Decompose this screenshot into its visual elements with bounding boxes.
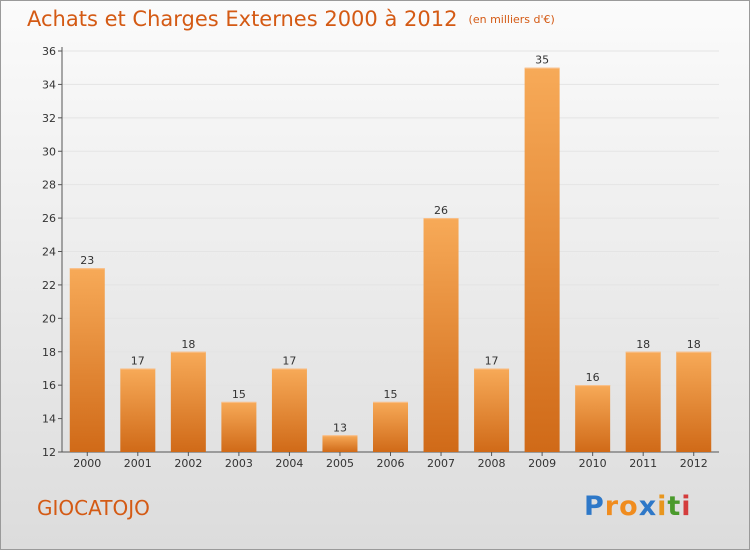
y-tick-label: 22 (42, 279, 56, 292)
logo-letter: P (584, 491, 605, 522)
value-label: 18 (636, 338, 650, 351)
x-tick-label: 2011 (629, 457, 657, 470)
y-tick-label: 16 (42, 379, 56, 392)
y-tick-label: 12 (42, 446, 56, 459)
bar (474, 368, 510, 452)
value-label: 23 (80, 254, 94, 267)
y-tick-label: 36 (42, 45, 56, 58)
value-label: 18 (181, 338, 195, 351)
x-tick-label: 2008 (478, 457, 506, 470)
logo-letter: o (619, 491, 639, 522)
bar (170, 351, 206, 452)
title-text: Achats et Charges Externes 2000 à 2012 (27, 7, 458, 31)
bars (69, 67, 712, 452)
axes: 12 14 16 18 20 22 24 26 28 30 32 34 36 2000 2001 2002 20… (42, 45, 719, 470)
bar (221, 401, 257, 452)
y-tick-label: 18 (42, 346, 56, 359)
logo-letter: r (604, 491, 620, 522)
bar (676, 351, 712, 452)
bar (271, 368, 307, 452)
logo-letter: x (638, 491, 658, 522)
x-tick-label: 2010 (579, 457, 607, 470)
value-label: 18 (687, 338, 701, 351)
x-tick-label: 2005 (326, 457, 354, 470)
x-tick-label: 2012 (680, 457, 708, 470)
y-tick-label: 32 (42, 112, 56, 125)
bar (524, 67, 560, 452)
proxiti-logo[interactable]: Proxiti (584, 491, 692, 522)
unit-text: (en milliers d'€) (468, 13, 555, 26)
value-label: 17 (485, 354, 499, 367)
logo-letter: i (681, 491, 692, 522)
x-tick-label: 2001 (124, 457, 152, 470)
y-tick-label: 30 (42, 145, 56, 158)
logo-letter: i (657, 491, 668, 522)
value-label: 15 (384, 388, 398, 401)
x-tick-label: 2000 (73, 457, 101, 470)
x-tick-label: 2003 (225, 457, 253, 470)
chart-title: Achats et Charges Externes 2000 à 2012 (… (27, 7, 555, 31)
y-tick-label: 20 (42, 312, 56, 325)
value-label: 26 (434, 204, 448, 217)
value-label: 15 (232, 388, 246, 401)
bar (373, 401, 408, 452)
data-labels: 23 17 18 15 17 13 15 26 17 35 16 18 18 (80, 54, 700, 435)
value-label: 17 (131, 354, 145, 367)
value-label: 16 (586, 371, 600, 384)
y-tick-label: 14 (42, 413, 56, 426)
bar (625, 351, 661, 452)
logo-letter: t (667, 491, 682, 522)
y-tick-label: 28 (42, 179, 56, 192)
x-tick-label: 2009 (528, 457, 556, 470)
grid-lines (62, 50, 719, 420)
y-tick-label: 26 (42, 212, 56, 225)
bar (120, 368, 156, 452)
y-tick-label: 34 (42, 78, 56, 91)
value-label: 35 (535, 54, 549, 67)
commune-name: GIOCATOJO (37, 496, 150, 520)
x-tick-label: 2006 (377, 457, 405, 470)
value-label: 13 (333, 421, 347, 434)
x-tick-label: 2002 (174, 457, 202, 470)
bar (69, 268, 105, 452)
bar (423, 218, 459, 452)
bar (575, 385, 611, 452)
y-tick-label: 24 (42, 246, 56, 259)
x-tick-label: 2004 (275, 457, 303, 470)
value-label: 17 (282, 354, 296, 367)
bar (322, 435, 358, 452)
x-tick-label: 2007 (427, 457, 455, 470)
